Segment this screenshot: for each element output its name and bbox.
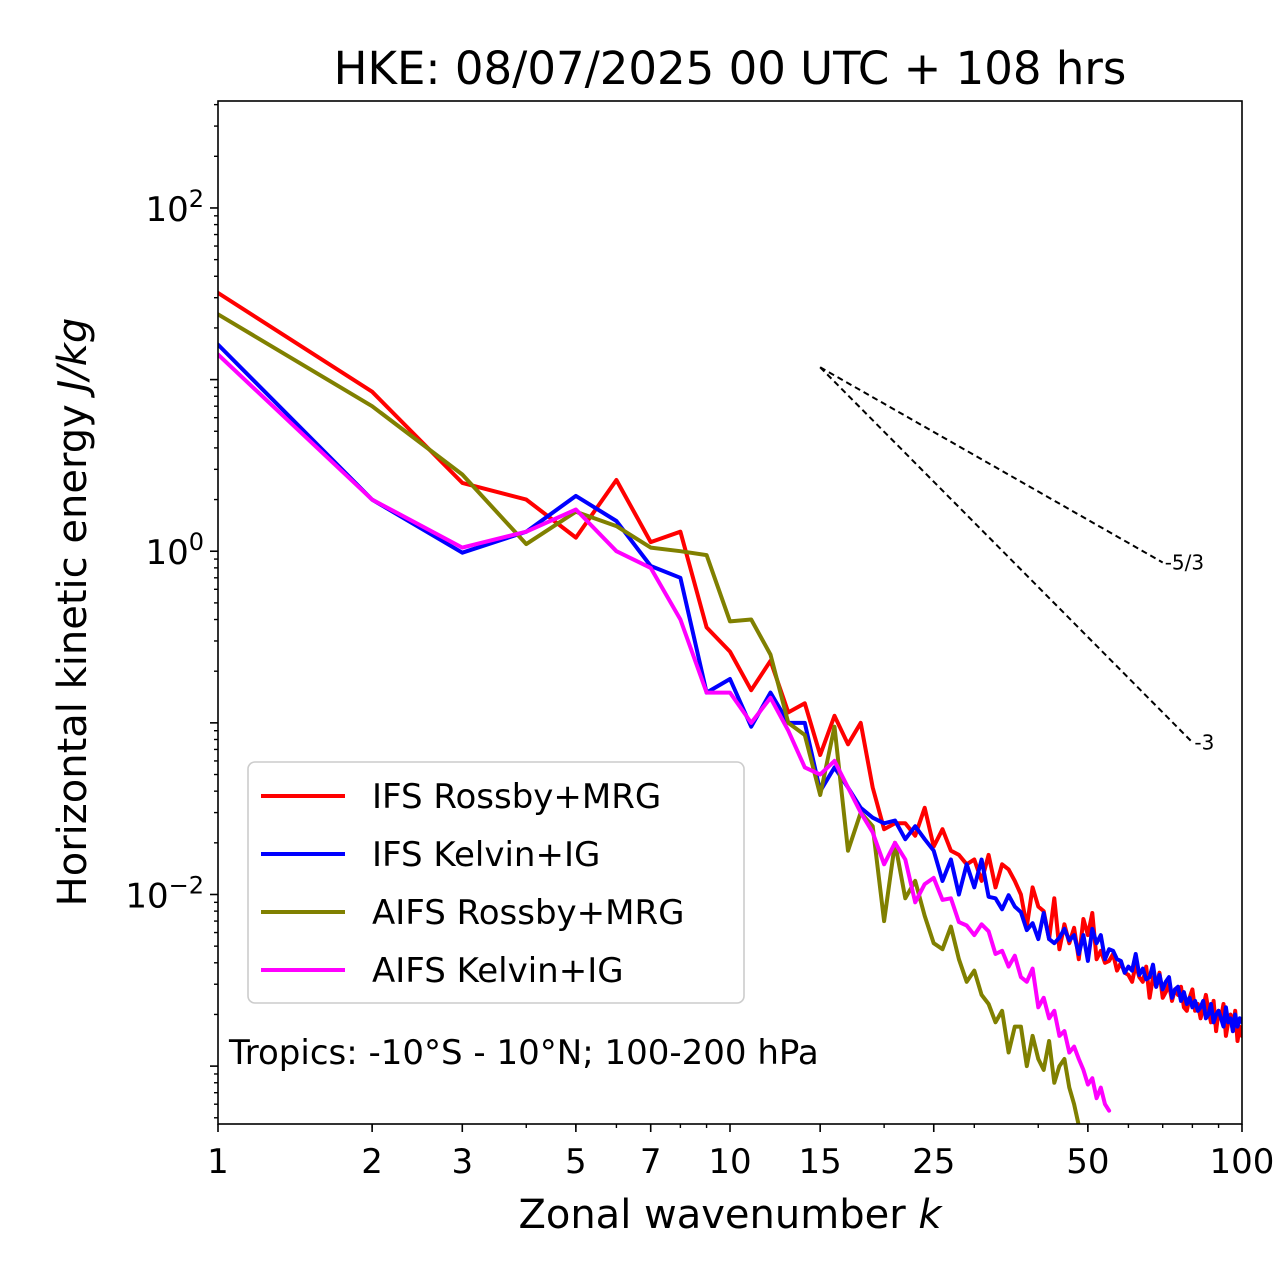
legend-entries: IFS Rossby+MRG IFS Kelvin+IG AIFS Rossby+M… xyxy=(261,777,684,991)
x-axis-ticks: 1 2 3 5 7 10 15 25 50 100 xyxy=(207,1124,1274,1182)
reference-line-label: -3 xyxy=(1194,730,1214,754)
y-axis-label-text: Horizontal kinetic energy xyxy=(50,392,96,907)
region-annotation: Tropics: -10°S - 10°N; 100-200 hPa xyxy=(228,1033,819,1073)
series-line-aifs-kelvin-ig xyxy=(218,352,1112,1113)
x-tick-label: 10 xyxy=(708,1142,751,1182)
x-tick-label: 2 xyxy=(361,1142,383,1182)
x-axis-label-text: Zonal wavenumber xyxy=(518,1192,918,1238)
y-axis-ticks: 102 100 10−2 xyxy=(125,103,218,1119)
legend-box xyxy=(247,761,745,1004)
reference-line-label: -5/3 xyxy=(1165,550,1204,574)
x-tick-label: 15 xyxy=(799,1142,842,1182)
x-tick-label: 5 xyxy=(565,1142,587,1182)
x-axis-label-variable: k xyxy=(918,1192,943,1238)
x-tick-label: 50 xyxy=(1066,1142,1109,1182)
series-line-aifs-rossby-mrg xyxy=(218,312,1081,1124)
x-tick-label: 25 xyxy=(912,1142,955,1182)
y-tick-label: 102 xyxy=(145,185,204,230)
legend: IFS Rossby+MRG IFS Kelvin+IG AIFS Rossby+M… xyxy=(247,761,745,1004)
chart-title: HKE: 08/07/2025 00 UTC + 108 hrs xyxy=(334,42,1127,95)
x-tick-label: 7 xyxy=(640,1142,662,1182)
legend-label-ifs-rossby-mrg: IFS Rossby+MRG xyxy=(372,777,661,817)
y-axis-label-unit: J/kg xyxy=(50,318,96,399)
x-tick-label: 100 xyxy=(1210,1142,1275,1182)
legend-label-aifs-kelvin-ig: AIFS Kelvin+IG xyxy=(372,951,624,991)
plot-frame xyxy=(217,100,1243,1125)
x-tick-label: 1 xyxy=(207,1142,229,1182)
series-layer xyxy=(218,290,1242,1124)
legend-label-aifs-rossby-mrg: AIFS Rossby+MRG xyxy=(372,893,684,933)
x-tick-label: 3 xyxy=(451,1142,473,1182)
x-axis-label: Zonal wavenumber k xyxy=(518,1192,943,1238)
legend-label-ifs-kelvin-ig: IFS Kelvin+IG xyxy=(372,835,600,875)
y-axis-label: Horizontal kinetic energy J/kg xyxy=(50,318,96,907)
reference-line-slope xyxy=(819,366,1194,744)
series-line-ifs-rossby-mrg xyxy=(218,290,1242,1043)
reference-line-slope xyxy=(819,366,1164,564)
y-tick-label: 10−2 xyxy=(125,871,204,916)
y-tick-label: 100 xyxy=(145,528,204,573)
slope-reference-lines: -5/3 -3 xyxy=(819,366,1214,754)
